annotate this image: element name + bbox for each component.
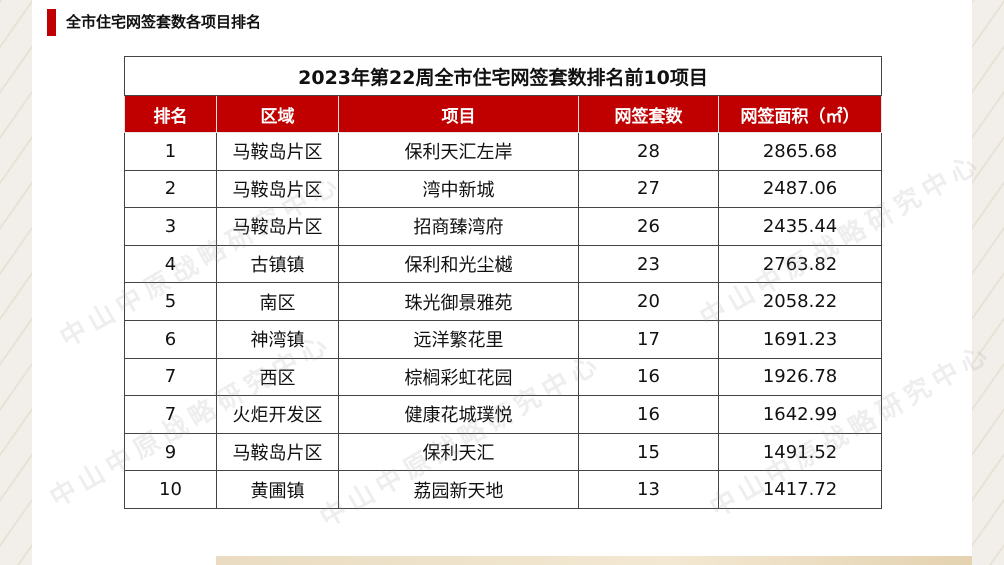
cell-rank: 5 bbox=[124, 282, 217, 321]
table-row: 6 神湾镇 远洋繁花里 17 1691.23 bbox=[124, 319, 883, 359]
cell-project: 远洋繁花里 bbox=[338, 319, 579, 359]
cell-size: 2058.22 bbox=[717, 282, 883, 321]
cell-size: 1491.52 bbox=[717, 432, 883, 472]
cell-units: 17 bbox=[578, 319, 719, 359]
cell-project: 健康花城璞悦 bbox=[338, 395, 579, 434]
table-row: 5 南区 珠光御景雅苑 20 2058.22 bbox=[124, 282, 883, 321]
cell-area: 马鞍岛片区 bbox=[216, 132, 339, 171]
cell-rank: 1 bbox=[124, 132, 217, 171]
header-rank: 排名 bbox=[124, 95, 217, 133]
header-area: 区域 bbox=[216, 95, 339, 133]
table-row: 9 马鞍岛片区 保利天汇 15 1491.52 bbox=[124, 432, 883, 472]
right-decoration bbox=[972, 0, 1004, 565]
cell-size: 1642.99 bbox=[717, 395, 883, 434]
cell-rank: 2 bbox=[124, 169, 217, 209]
cell-area: 马鞍岛片区 bbox=[216, 169, 339, 209]
cell-units: 27 bbox=[578, 169, 719, 209]
cell-rank: 9 bbox=[124, 432, 217, 472]
table-row: 10 黄圃镇 荔园新天地 13 1417.72 bbox=[124, 470, 883, 509]
cell-rank: 10 bbox=[124, 470, 217, 509]
table-row: 4 古镇镇 保利和光尘樾 23 2763.82 bbox=[124, 244, 883, 284]
table-caption-row: 2023年第22周全市住宅网签套数排名前10项目 bbox=[123, 56, 883, 96]
cell-size: 2865.68 bbox=[717, 132, 883, 171]
cell-area: 神湾镇 bbox=[216, 319, 339, 359]
table-header-row: 排名 区域 项目 网签套数 网签面积（㎡） bbox=[124, 95, 883, 133]
cell-project: 湾中新城 bbox=[338, 169, 579, 209]
cell-rank: 4 bbox=[124, 244, 217, 284]
cell-size: 2435.44 bbox=[717, 207, 883, 246]
cell-units: 16 bbox=[578, 357, 719, 397]
cell-units: 26 bbox=[578, 207, 719, 246]
cell-rank: 7 bbox=[124, 395, 217, 434]
cell-size: 2487.06 bbox=[717, 169, 883, 209]
cell-project: 珠光御景雅苑 bbox=[338, 282, 579, 321]
cell-units: 15 bbox=[578, 432, 719, 472]
table-row: 1 马鞍岛片区 保利天汇左岸 28 2865.68 bbox=[124, 132, 883, 171]
cell-project: 保利和光尘樾 bbox=[338, 244, 579, 284]
table-row: 2 马鞍岛片区 湾中新城 27 2487.06 bbox=[124, 169, 883, 209]
cell-size: 2763.82 bbox=[717, 244, 883, 284]
cell-area: 南区 bbox=[216, 282, 339, 321]
cell-area: 西区 bbox=[216, 357, 339, 397]
ranking-table: 2023年第22周全市住宅网签套数排名前10项目 排名 区域 项目 网签套数 网… bbox=[123, 56, 883, 509]
cell-area: 马鞍岛片区 bbox=[216, 432, 339, 472]
title-accent-bar bbox=[47, 9, 56, 36]
cell-area: 古镇镇 bbox=[216, 244, 339, 284]
cell-area: 马鞍岛片区 bbox=[216, 207, 339, 246]
table-row: 7 火炬开发区 健康花城璞悦 16 1642.99 bbox=[124, 395, 883, 434]
cell-units: 13 bbox=[578, 470, 719, 509]
cell-size: 1417.72 bbox=[717, 470, 883, 509]
table-row: 3 马鞍岛片区 招商臻湾府 26 2435.44 bbox=[124, 207, 883, 246]
page-title: 全市住宅网签套数各项目排名 bbox=[66, 13, 262, 31]
header-project: 项目 bbox=[338, 95, 579, 133]
cell-project: 荔园新天地 bbox=[338, 470, 579, 509]
cell-project: 保利天汇 bbox=[338, 432, 579, 472]
cell-units: 16 bbox=[578, 395, 719, 434]
table-row: 7 西区 棕榈彩虹花园 16 1926.78 bbox=[124, 357, 883, 397]
cell-units: 28 bbox=[578, 132, 719, 171]
cell-project: 招商臻湾府 bbox=[338, 207, 579, 246]
cell-units: 20 bbox=[578, 282, 719, 321]
cell-size: 1926.78 bbox=[717, 357, 883, 397]
cell-rank: 7 bbox=[124, 357, 217, 397]
cell-rank: 3 bbox=[124, 207, 217, 246]
cell-area: 火炬开发区 bbox=[216, 395, 339, 434]
cell-size: 1691.23 bbox=[717, 319, 883, 359]
cell-project: 棕榈彩虹花园 bbox=[338, 357, 579, 397]
cell-rank: 6 bbox=[124, 319, 217, 359]
cell-units: 23 bbox=[578, 244, 719, 284]
cell-area: 黄圃镇 bbox=[216, 470, 339, 509]
header-size: 网签面积（㎡） bbox=[717, 95, 883, 133]
bottom-decoration-band bbox=[216, 556, 972, 565]
left-decoration bbox=[0, 0, 32, 565]
table-caption: 2023年第22周全市住宅网签套数排名前10项目 bbox=[123, 56, 883, 96]
header-units: 网签套数 bbox=[578, 95, 719, 133]
cell-project: 保利天汇左岸 bbox=[338, 132, 579, 171]
